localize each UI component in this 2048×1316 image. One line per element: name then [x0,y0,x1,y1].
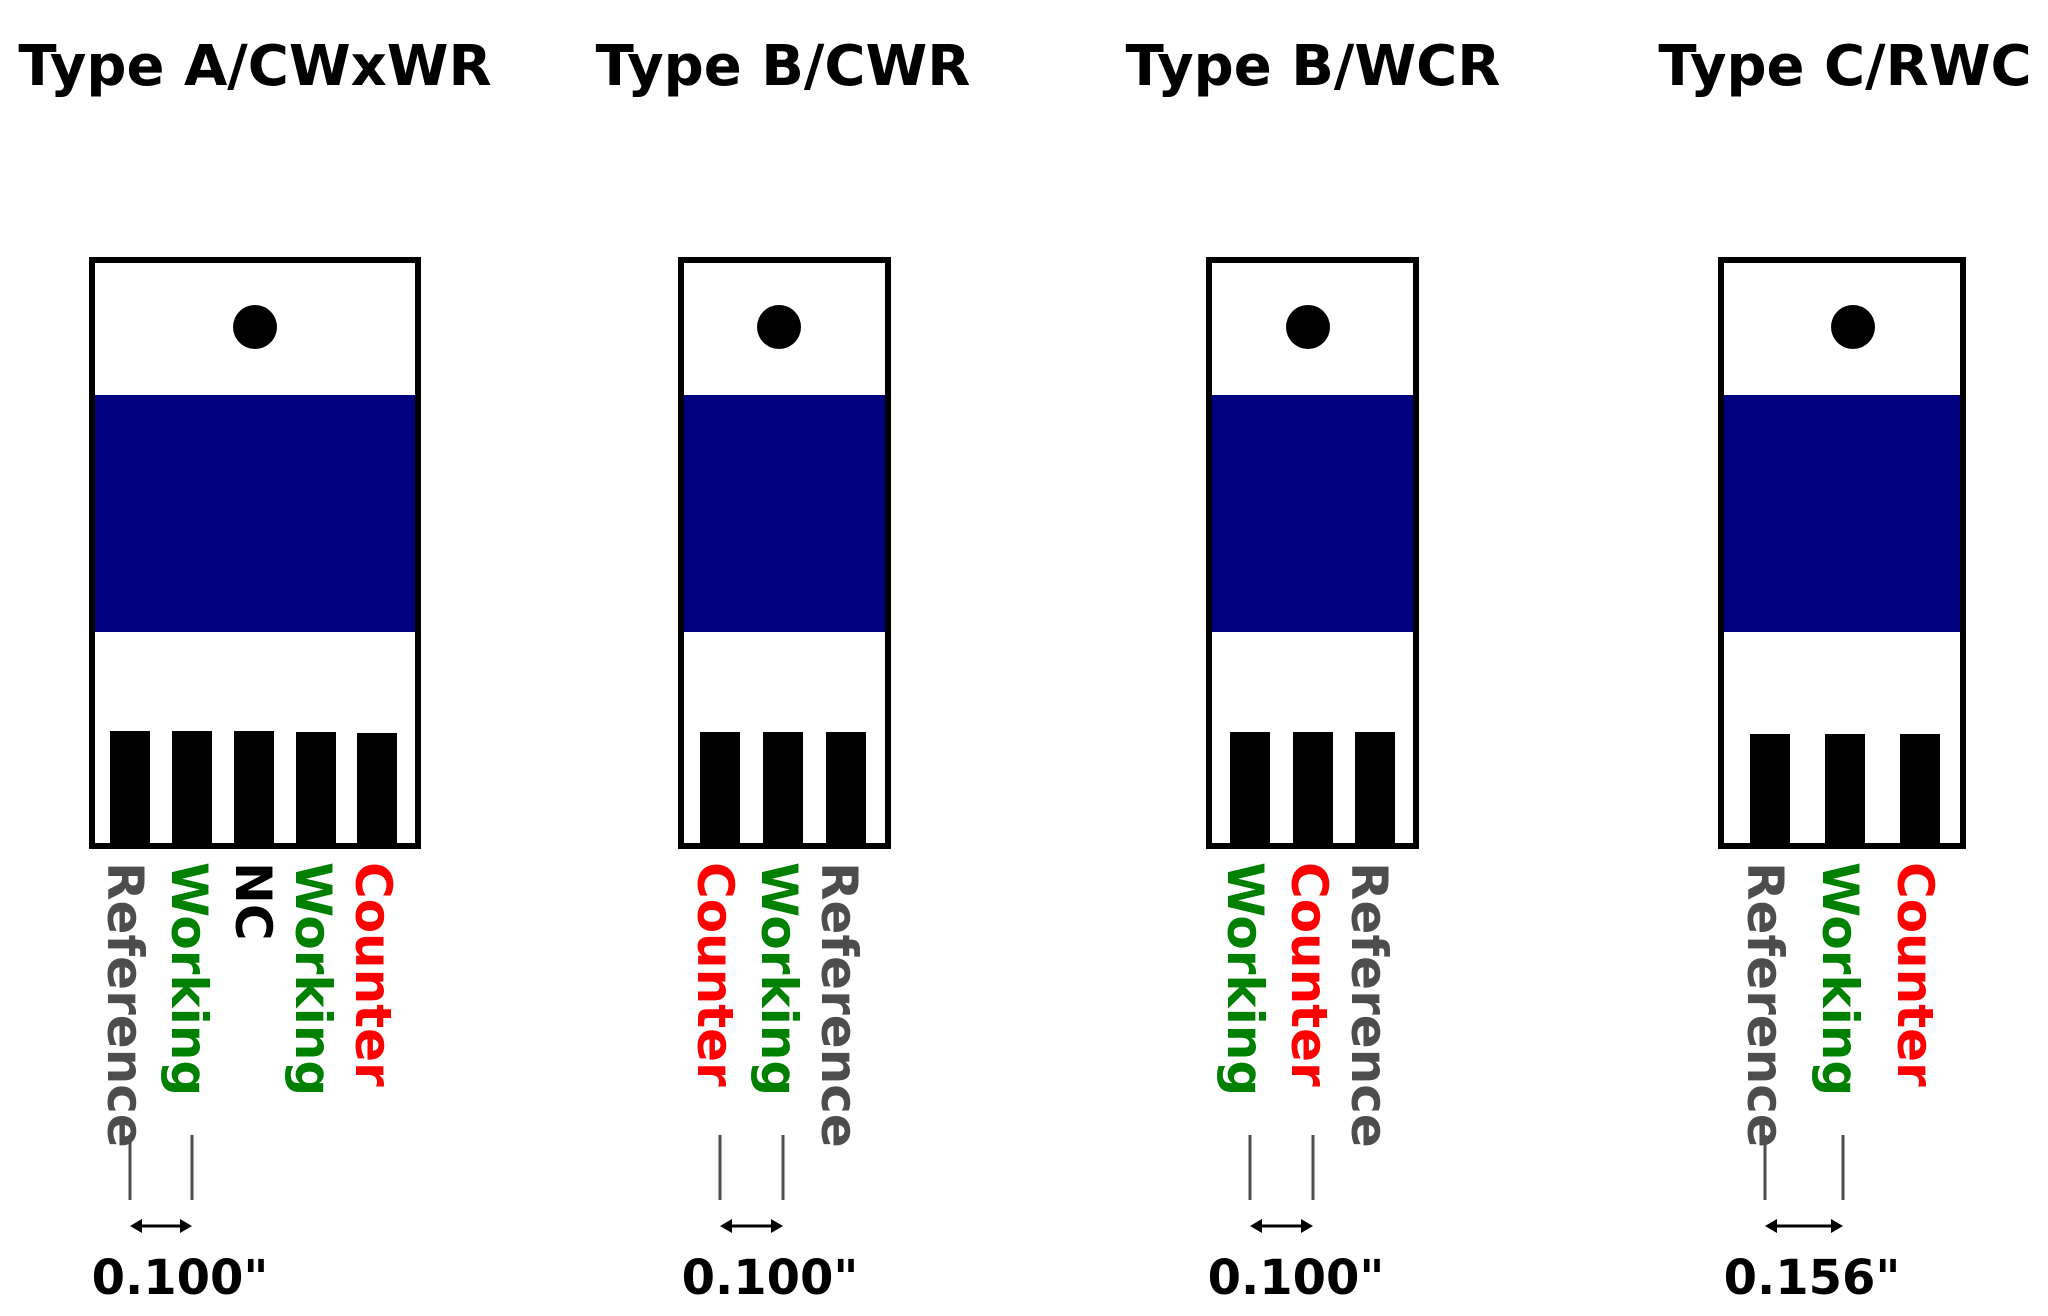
pitch-dimension [718,1135,785,1233]
mounting-hole [1286,305,1330,349]
connector-type-a: Type A/CWxWR Reference Working NC Workin… [18,34,491,1306]
mounting-hole [757,305,801,349]
pin-label-working: Working [284,862,342,1096]
mounting-hole [233,305,277,349]
pin-label-working: Working [160,862,218,1096]
pin-label-reference: Reference [1736,862,1794,1148]
pin [1900,734,1940,843]
pin [172,731,212,843]
pin-label-reference: Reference [810,862,868,1148]
pitch-label: 0.100" [682,1250,859,1306]
pin [110,731,150,843]
connector-band [95,395,415,632]
pitch-dimension [128,1135,194,1233]
connector-type-b-wcr: Type B/WCR Working Counter Reference 0.1… [1126,34,1501,1306]
connector-type-c-rwc: Type C/RWC Reference Working Counter 0.1… [1658,34,2031,1306]
pin [296,732,336,843]
connector-band [684,395,885,632]
pin-label-nc: NC [224,862,282,941]
pin [234,731,274,843]
pin [763,732,803,843]
pitch-dimension [1248,1135,1315,1233]
pin-label-counter: Counter [1886,862,1944,1087]
pin-label-working: Working [750,862,808,1096]
pin-label-counter: Counter [344,862,402,1087]
pitch-label: 0.100" [92,1250,269,1306]
pin [1825,734,1865,843]
pitch-label: 0.156" [1724,1250,1901,1306]
pin [1750,734,1790,843]
pin [1230,732,1270,843]
connector-title: Type B/WCR [1126,34,1501,99]
connector-band [1212,395,1413,632]
pin-label-reference: Reference [1340,862,1398,1148]
pin [1293,732,1333,843]
pin [700,732,740,843]
connector-type-b-cwr: Type B/CWR Counter Working Reference 0.1… [596,34,971,1306]
pitch-dimension [1763,1135,1845,1233]
pin-label-counter: Counter [686,862,744,1087]
connector-title: Type C/RWC [1658,34,2031,99]
pitch-label: 0.100" [1208,1250,1385,1306]
pin [1355,732,1395,843]
pin-label-counter: Counter [1280,862,1338,1087]
pin [826,732,866,843]
connector-title: Type B/CWR [596,34,971,99]
pin-label-working: Working [1811,862,1869,1096]
pin-label-reference: Reference [96,862,154,1148]
pin-label-working: Working [1216,862,1274,1096]
pin [357,733,397,843]
connector-title: Type A/CWxWR [18,34,491,99]
connector-band [1724,395,1960,632]
mounting-hole [1831,305,1875,349]
